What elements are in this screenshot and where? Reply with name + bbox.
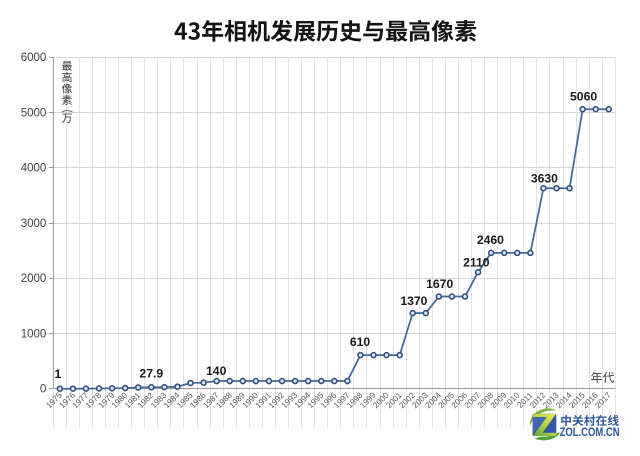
- svg-text:2000: 2000: [21, 273, 47, 285]
- svg-text:ZOL.COM.CN: ZOL.COM.CN: [560, 425, 620, 439]
- svg-text:2460: 2460: [477, 233, 504, 247]
- svg-text:3630: 3630: [531, 172, 558, 186]
- svg-text:610: 610: [350, 335, 371, 349]
- svg-text:140: 140: [206, 364, 227, 378]
- svg-text:5000: 5000: [21, 107, 47, 119]
- svg-text:3000: 3000: [21, 218, 47, 230]
- svg-text:1670: 1670: [426, 277, 453, 291]
- svg-text:4000: 4000: [21, 163, 47, 175]
- svg-text:0: 0: [40, 384, 46, 396]
- svg-text:5060: 5060: [570, 90, 597, 104]
- svg-text:1: 1: [55, 367, 62, 381]
- svg-text:1000: 1000: [21, 328, 47, 340]
- svg-text:27.9: 27.9: [139, 366, 163, 380]
- svg-text:2110: 2110: [463, 256, 490, 270]
- svg-text:6000: 6000: [21, 52, 47, 64]
- svg-text:1370: 1370: [400, 294, 427, 308]
